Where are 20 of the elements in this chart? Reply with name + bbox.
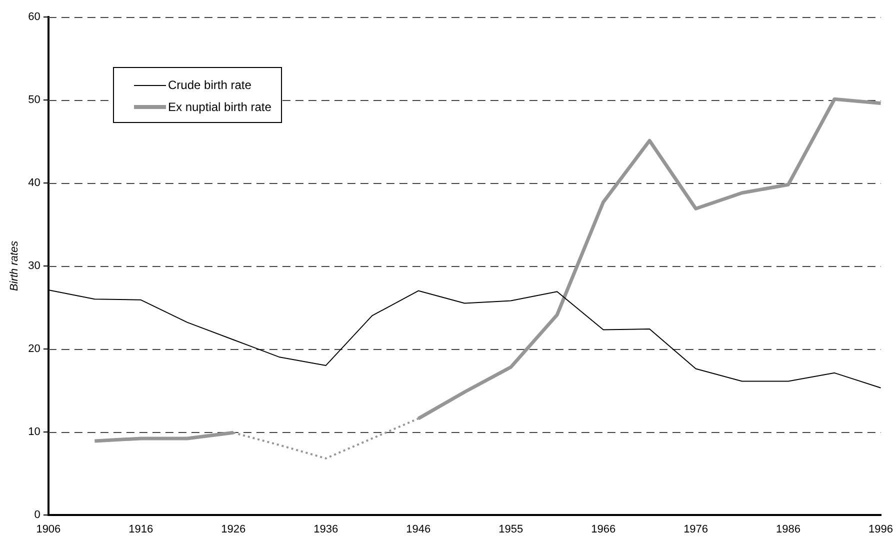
- y-tick-label: 10: [28, 426, 40, 438]
- y-tick-label: 0: [34, 508, 40, 521]
- x-tick-label: 1955: [498, 523, 524, 536]
- y-tick-label: 40: [28, 176, 40, 189]
- y-axis-title: Birth rates: [8, 240, 21, 291]
- x-tick-label: 1966: [591, 523, 616, 536]
- x-tick-label: 1936: [314, 523, 338, 536]
- y-tick-label: 30: [28, 260, 40, 272]
- x-tick-label: 1916: [128, 523, 154, 536]
- y-tick-label: 50: [28, 94, 40, 106]
- x-tick-label: 1906: [36, 523, 61, 536]
- y-tick-label: 60: [28, 11, 40, 24]
- x-tick-label: 1926: [221, 523, 246, 536]
- x-tick-label: 1976: [684, 523, 708, 536]
- x-tick-label: 1996: [868, 523, 894, 536]
- y-tick-label: 20: [28, 342, 40, 355]
- x-tick-label: 1986: [776, 523, 801, 536]
- x-tick-label: 1946: [406, 523, 431, 536]
- legend-label: Crude birth rate: [168, 78, 252, 92]
- legend-label: Ex nuptial birth rate: [168, 100, 272, 114]
